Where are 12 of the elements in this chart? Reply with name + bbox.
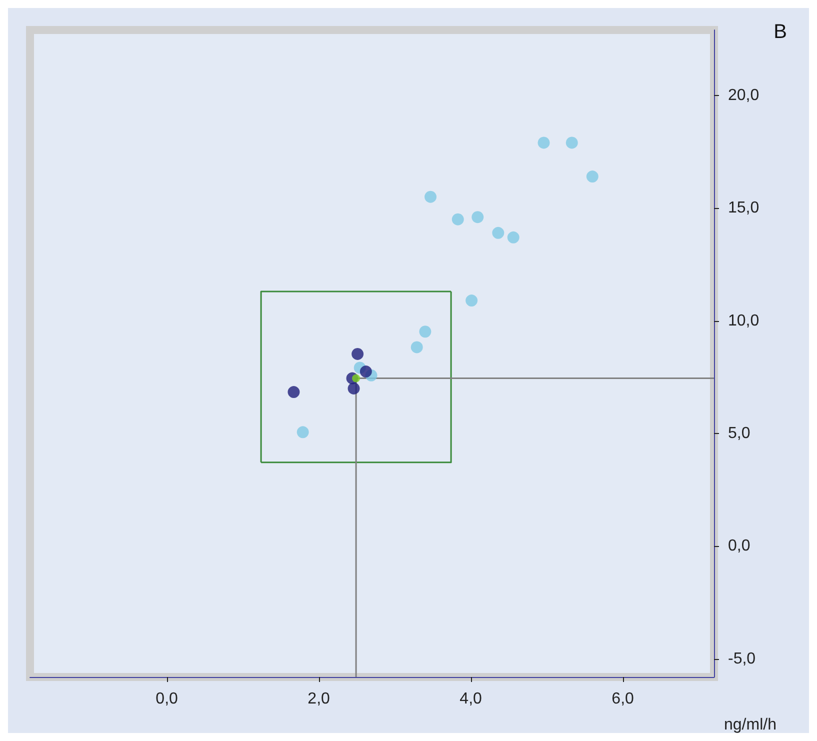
y-tick-label: -5,0 [728,650,756,668]
y-tick-label: 20,0 [728,86,760,104]
x-tick-label: 2,0 [308,690,330,708]
text: B [774,21,788,43]
y-tick-label: 15,0 [728,200,760,217]
x-axis-title: ng/ml/h [724,716,776,734]
y-tick-label: 5,0 [728,425,750,442]
y-tick-label: 10,0 [728,312,760,330]
y-tick-label: 0,0 [728,538,750,555]
x-tick-label: 4,0 [460,690,482,708]
x-tick-label: 6,0 [612,690,634,708]
x-tick-label: 0,0 [156,690,178,708]
